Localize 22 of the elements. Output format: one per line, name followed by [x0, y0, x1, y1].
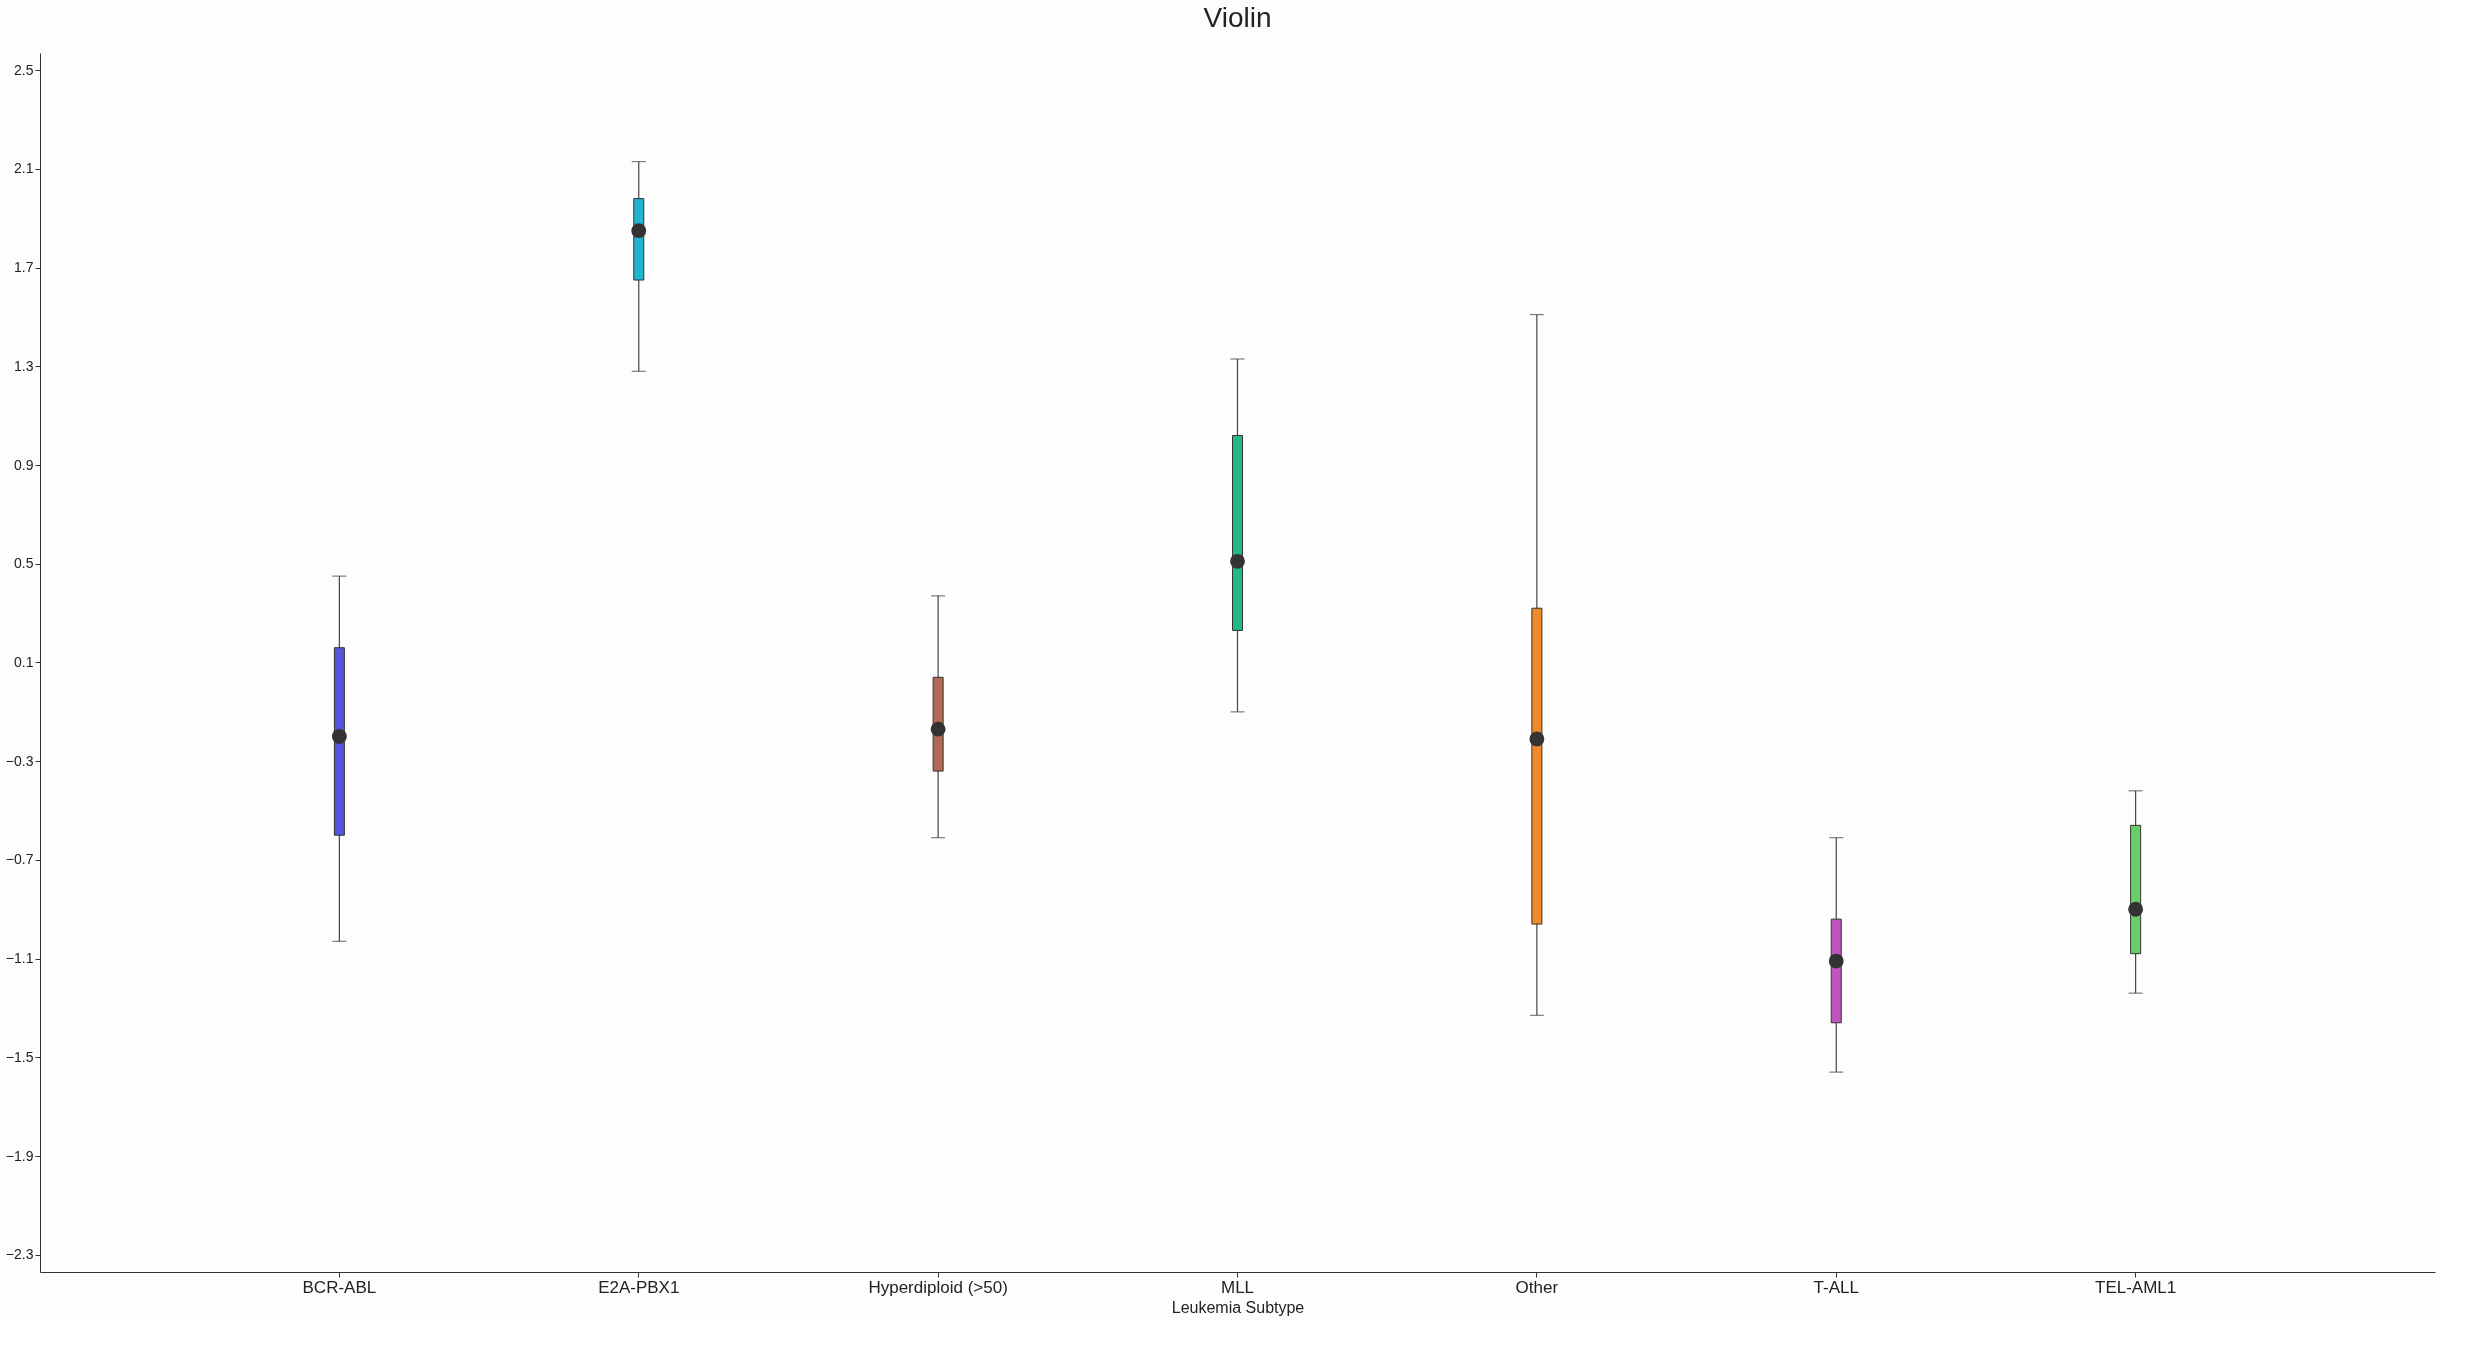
y-tick-label: 0.9: [14, 456, 34, 473]
y-tick-label: −2.3: [5, 1246, 34, 1263]
y-tick-label: 1.3: [14, 357, 34, 374]
y-tick-label: 0.1: [14, 654, 34, 670]
chart-title: Violin: [1203, 2, 1272, 33]
y-tick-label: −1.1: [5, 950, 34, 967]
y-tick-label: −1.5: [5, 1048, 34, 1065]
y-tick-label: 2.1: [14, 160, 34, 177]
y-tick-label: −0.3: [5, 752, 34, 769]
y-tick-label: 1.7: [14, 259, 34, 276]
x-axis-title: Leukemia Subtype: [1171, 1298, 1305, 1316]
y-tick-label: −0.7: [5, 851, 34, 868]
x-tick-label: BCR-ABL: [302, 1277, 377, 1297]
x-tick-label: Other: [1515, 1277, 1559, 1297]
x-tick-label: Hyperdiploid (>50): [868, 1277, 1008, 1297]
x-tick-label: MLL: [1220, 1277, 1255, 1297]
x-tick-label: TEL-AML1: [2095, 1277, 2177, 1297]
x-tick-label: T-ALL: [1813, 1277, 1859, 1297]
x-tick-label: E2A-PBX1: [598, 1277, 680, 1297]
y-tick-label: −1.9: [5, 1147, 34, 1164]
y-tick-label: 0.5: [14, 555, 34, 572]
y-tick-label: 2.5: [14, 61, 34, 78]
